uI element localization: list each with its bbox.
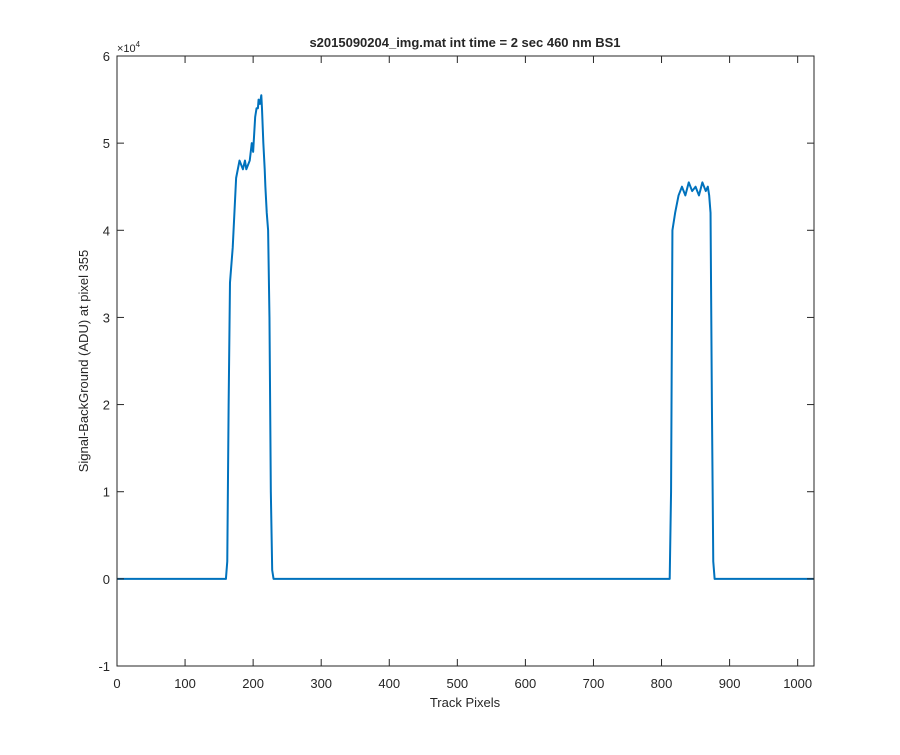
y-tick-label-4: 3 [103, 310, 110, 325]
x-tick-label-2: 200 [242, 676, 264, 691]
x-tick-label-8: 800 [651, 676, 673, 691]
y-tick-label-1: 0 [103, 572, 110, 587]
series-line-0 [117, 94, 814, 580]
chart-title: s2015090204_img.mat int time = 2 sec 460… [309, 35, 620, 50]
y-tick-label-7: 6 [103, 49, 110, 64]
series-layer [117, 94, 814, 580]
x-tick-label-4: 400 [378, 676, 400, 691]
x-tick-label-1: 100 [174, 676, 196, 691]
y-tick-label-2: 1 [103, 485, 110, 500]
y-tick-label-5: 4 [103, 223, 110, 238]
ticks-layer: 0 100 200 300 400 500 600 700 800 900 1000-1012345… [98, 49, 814, 691]
y-axis-exponent: ×104 [117, 40, 141, 55]
x-tick-label-6: 600 [515, 676, 537, 691]
plot-area [117, 56, 814, 666]
x-axis-label: Track Pixels [430, 695, 501, 710]
x-tick-label-9: 900 [719, 676, 741, 691]
x-tick-label-3: 300 [310, 676, 332, 691]
x-tick-label-0: 0 [113, 676, 120, 691]
y-tick-label-0: -1 [98, 659, 110, 674]
y-tick-label-3: 2 [103, 398, 110, 413]
y-tick-label-6: 5 [103, 136, 110, 151]
axes-box [116, 55, 815, 667]
x-tick-label-7: 700 [583, 676, 605, 691]
x-tick-label-5: 500 [446, 676, 468, 691]
y-axis-label: Signal-BackGround (ADU) at pixel 355 [76, 250, 91, 473]
x-tick-label-10: 1000 [783, 676, 812, 691]
